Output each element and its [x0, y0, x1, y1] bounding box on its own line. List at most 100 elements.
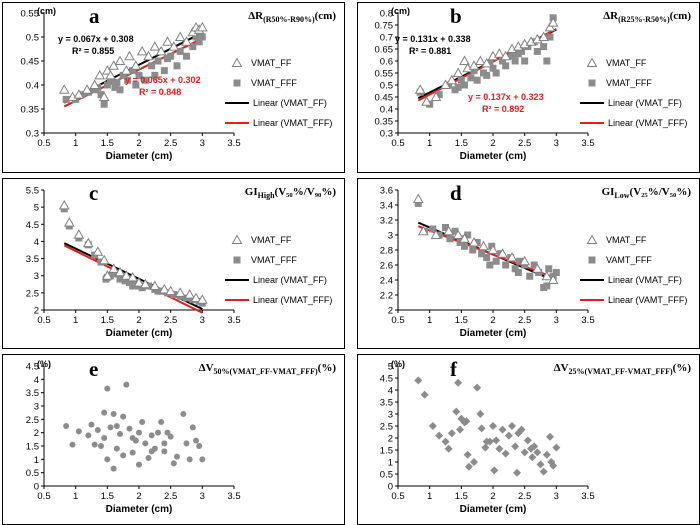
x-tick-label: 2 — [136, 138, 141, 149]
data-point-fff — [467, 74, 474, 81]
title-main: GI — [602, 186, 615, 198]
x-tick-label: 3 — [554, 315, 559, 326]
data-point — [142, 440, 148, 446]
panel-label: f — [450, 357, 458, 381]
panel-label: e — [89, 357, 98, 381]
y-tick-label: 3.4 — [380, 201, 393, 212]
title-main: ΔV — [554, 362, 569, 374]
title-main: ΔR — [248, 10, 264, 22]
y-tick-label: 5 — [34, 203, 39, 214]
x-tick-label: 3 — [554, 138, 559, 149]
data-point — [127, 426, 133, 432]
y-tick-label: 0.4 — [26, 81, 39, 92]
data-point — [111, 466, 117, 472]
data-point-fff — [486, 262, 493, 269]
legend-label: VMAT_FFF — [251, 255, 297, 265]
data-point — [117, 431, 123, 437]
y-tick-label: 2.4 — [380, 276, 393, 287]
y-tick-label: 3.2 — [380, 216, 393, 227]
y-tick-label: 0.35 — [375, 117, 394, 128]
y-unit-label: (cm) — [391, 6, 410, 16]
y-tick-label: 0 — [388, 482, 393, 493]
x-tick-label: 2.5 — [518, 491, 531, 502]
y-tick-label: 3 — [388, 231, 393, 242]
panel-a: 0.5 1 1.5 2 2.5 3 3.50.30.350.40.450.50.55Diam… — [3, 3, 345, 173]
y-tick-label: 1 — [388, 458, 393, 469]
y-tick-label: 0.5 — [26, 468, 39, 479]
data-point — [158, 419, 164, 425]
y-tick-label: 0.6 — [380, 57, 393, 68]
y-tick-label: 0.5 — [380, 470, 393, 481]
x-tick-label: 1 — [427, 315, 432, 326]
x-tick-label: 0.5 — [391, 491, 404, 502]
y-tick-label: 2.5 — [26, 288, 39, 299]
data-point — [155, 430, 161, 436]
data-point — [171, 460, 177, 466]
legend-label: Linear (VMAT_FFF) — [253, 118, 332, 128]
x-tick-label: 0.5 — [391, 138, 404, 149]
data-point — [133, 438, 139, 444]
y-tick-label: 2 — [388, 434, 393, 445]
data-point-fff — [461, 82, 468, 89]
legend-label: Linear (VMAT_FF) — [608, 275, 682, 285]
y-tick-label: 0.5 — [26, 33, 39, 44]
data-point — [101, 410, 107, 416]
x-tick-label: 3 — [200, 315, 205, 326]
y-tick-label: 4.5 — [26, 220, 39, 231]
x-tick-label: 0.5 — [37, 315, 50, 326]
x-tick-label: 1 — [73, 315, 78, 326]
data-point — [120, 452, 126, 458]
x-tick-label: 2.5 — [164, 138, 177, 149]
x-tick-label: 3.5 — [581, 138, 594, 149]
data-point-fff — [502, 262, 509, 269]
x-axis-label: Diameter (cm) — [460, 504, 527, 515]
y-unit-label: (%) — [37, 359, 51, 369]
y-tick-label: 4 — [388, 386, 393, 397]
legend-marker-square — [589, 80, 596, 87]
data-point — [161, 448, 167, 454]
data-point-fff — [174, 62, 181, 69]
data-point — [89, 422, 95, 428]
data-point-fff — [545, 265, 552, 272]
fit-equation: y = 0.137x + 0.323 — [468, 92, 544, 102]
y-tick-label: 4 — [34, 375, 39, 386]
x-tick-label: 2 — [490, 138, 495, 149]
legend-label: VMAT_FF — [251, 58, 292, 68]
title-subscript: High — [258, 191, 275, 200]
data-point — [108, 424, 114, 430]
title-tail: (cm) — [315, 10, 337, 22]
data-point-fff — [543, 58, 550, 65]
x-tick-label: 3 — [200, 138, 205, 149]
y-tick-label: 2.5 — [380, 422, 393, 433]
y-tick-label: 1.5 — [26, 442, 39, 453]
y-tick-label: 3.6 — [380, 186, 393, 197]
data-point — [85, 432, 91, 438]
x-tick-label: 1 — [427, 138, 432, 149]
fit-equation: y = 0.065x + 0.302 — [125, 75, 201, 85]
legend-label: Linear (VMAT_FF) — [253, 275, 327, 285]
data-point-fff — [483, 72, 490, 79]
y-tick-label: 2 — [34, 306, 39, 317]
data-point — [149, 448, 155, 454]
x-tick-label: 1.5 — [101, 315, 114, 326]
data-point — [95, 427, 101, 433]
y-tick-label: 3.5 — [380, 398, 393, 409]
data-point — [111, 411, 117, 417]
data-point-fff — [553, 269, 560, 276]
x-tick-label: 1.5 — [455, 315, 468, 326]
title-subscript: (R25%-R50%) — [618, 15, 670, 24]
figure-canvas: 0.5 1 1.5 2 2.5 3 3.50.30.350.40.450.50.55Diam… — [0, 0, 700, 525]
data-point — [92, 442, 98, 448]
title-tail: (V₅₀%/V₉₀%) — [275, 186, 337, 198]
legend-marker-square — [234, 257, 241, 264]
y-tick-label: 0.3 — [380, 129, 393, 140]
fit-r2: R² = 0.892 — [482, 104, 524, 114]
panel-f: 0.5 1 1.5 2 2.5 3 3.500.511.522.533.544.55Diam… — [358, 355, 700, 525]
data-point-fff — [493, 258, 500, 265]
x-tick-label: 0.5 — [37, 491, 50, 502]
data-point — [146, 455, 152, 461]
y-tick-label: 2.6 — [380, 261, 393, 272]
data-point-fff — [461, 243, 468, 250]
data-point-fff — [526, 273, 533, 280]
legend-label: Linear (VAMT_FFF) — [608, 295, 687, 305]
